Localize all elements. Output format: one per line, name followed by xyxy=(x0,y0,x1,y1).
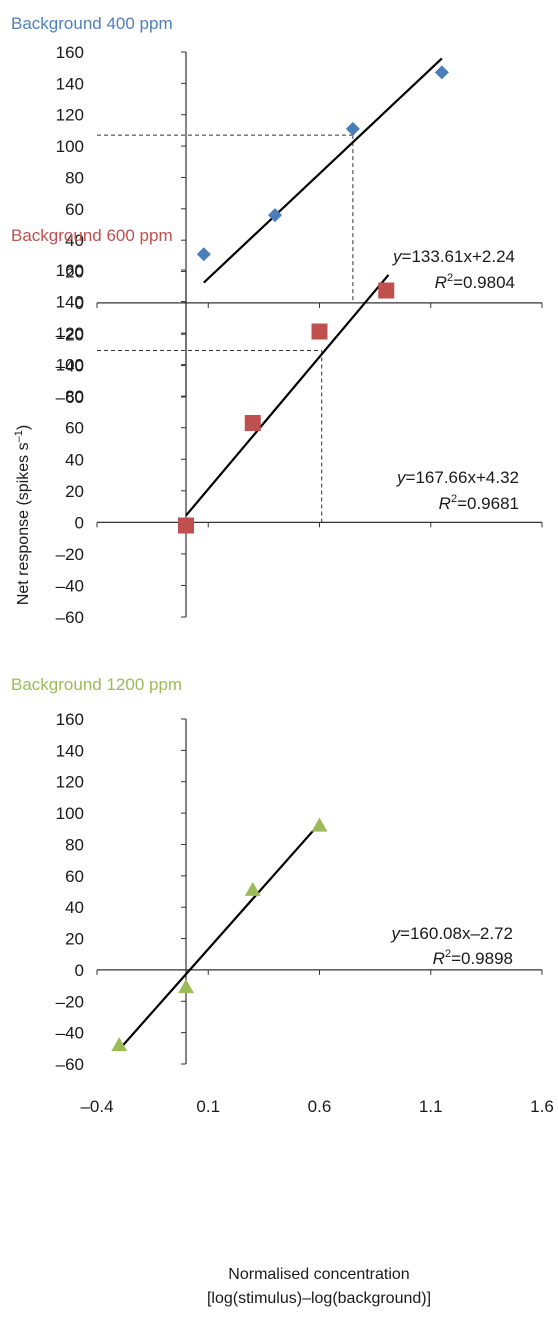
panel-1-data-point-3 xyxy=(345,121,360,136)
panel-2-data-point-2 xyxy=(244,414,261,431)
panel-3-y-tick-label: 120 xyxy=(56,773,84,792)
panel-3-title: Background 1200 ppm xyxy=(11,675,182,694)
panel-2-y-tick-label: 140 xyxy=(56,293,84,312)
panel-1-y-tick-label: 0 xyxy=(75,294,84,313)
panel-2-y-tick-label: 20 xyxy=(65,482,84,501)
panel-2-y-tick-label: 60 xyxy=(65,419,84,438)
panel-3-y-tick-label: 20 xyxy=(65,930,84,949)
panel-3-y-tick-label: 60 xyxy=(65,867,84,886)
panel-3-x-tick-label: 0.1 xyxy=(196,1097,220,1116)
panel-3-y-tick-label: –40 xyxy=(56,1024,84,1043)
panel-1: Background 400 ppm 160 140 120 100 80 60 40 20 0 –… xyxy=(11,14,543,407)
panel-1-y-tick-label: –20 xyxy=(56,325,84,344)
panel-1-y-tick-label: –60 xyxy=(56,388,84,407)
panel-1-y-tick-label: 80 xyxy=(65,168,84,187)
panel-2: Background 600 ppm 160 140 120 100 80 60 40 20 0 –… xyxy=(11,226,543,627)
x-axis-label-line1: Normalised concentration xyxy=(228,1266,409,1283)
panel-2-y-tick-label: 160 xyxy=(56,261,84,280)
panel-1-r-squared: R2=0.9804 xyxy=(435,272,515,292)
panel-2-y-tick-label: 100 xyxy=(56,356,84,375)
panel-3-data-point-3 xyxy=(244,881,261,896)
panel-3-y-tick-label: 0 xyxy=(75,961,84,980)
panel-2-r-squared: R2=0.9681 xyxy=(439,493,519,513)
panel-3-x-tick-label: 1.1 xyxy=(419,1097,443,1116)
panel-2-y-tick-label: 40 xyxy=(65,450,84,469)
panel-1-fit-line xyxy=(203,57,443,284)
panel-2-y-tick-label: 120 xyxy=(56,324,84,343)
panel-3-r-squared: R2=0.9898 xyxy=(433,948,513,968)
panel-3-fit-line xyxy=(118,822,321,1051)
panel-2-y-tick-label: 0 xyxy=(75,513,84,532)
panel-3-y-tick-label: –20 xyxy=(56,992,84,1011)
panel-1-y-tick-label: 160 xyxy=(56,43,84,62)
y-axis-label: Net response (spikes s–1) xyxy=(13,425,32,605)
panel-2-y-tick-label: –20 xyxy=(56,545,84,564)
panel-2-y-tick-label: –40 xyxy=(56,576,84,595)
panel-1-y-tick-label: 140 xyxy=(56,74,84,93)
panel-2-title: Background 600 ppm xyxy=(11,226,173,245)
panel-1-y-tick-label: 100 xyxy=(56,137,84,156)
panel-1-equation: y=133.61​x​+2.24 xyxy=(392,247,515,266)
panel-1-title: Background 400 ppm xyxy=(11,14,173,33)
panel-1-y-tick-label: 60 xyxy=(65,200,84,219)
panel-1-data-point-4 xyxy=(434,65,449,80)
panel-3-y-tick-label: 100 xyxy=(56,804,84,823)
panel-2-data-point-3 xyxy=(311,323,328,340)
panel-1-y-tick-label: 20 xyxy=(65,263,84,282)
panel-1-data-point-2 xyxy=(268,208,282,223)
panel-3-x-tick-label: 1.6 xyxy=(530,1097,554,1116)
panel-3-equation: y=160.08​x​–2.72 xyxy=(391,924,513,943)
x-axis-label-line2: [log(stimulus)–log(background)] xyxy=(207,1290,431,1307)
panel-3-y-tick-label: –60 xyxy=(56,1055,84,1074)
panel-3-x-tick-label: –0.4 xyxy=(80,1097,113,1116)
panel-2-data-point-1 xyxy=(178,517,194,534)
panel-1-y-tick-label: –40 xyxy=(56,357,84,376)
panel-1-y-tick-label: 40 xyxy=(65,231,84,250)
panel-3-y-tick-label: 40 xyxy=(65,898,84,917)
panel-2-fit-line xyxy=(185,274,390,517)
panel-3-y-tick-label: 140 xyxy=(56,741,84,760)
panel-3-data-point-1 xyxy=(111,1037,128,1052)
panel-2-y-tick-label: –60 xyxy=(56,608,84,627)
panel-2-equation: y=167.66​x​+4.32 xyxy=(396,468,519,487)
panel-1-y-tick-label: 120 xyxy=(56,106,84,125)
panel-3-data-point-2 xyxy=(178,979,194,994)
panel-3-data-point-4 xyxy=(311,817,328,832)
panel-3: Background 1200 ppm 160 140 120 100 80 60 40 20 0… xyxy=(11,675,554,1116)
panel-1-data-point-1 xyxy=(196,247,211,262)
panel-2-data-point-4 xyxy=(378,282,395,299)
panel-3-x-tick-label: 0.6 xyxy=(308,1097,332,1116)
panel-3-y-tick-label: 80 xyxy=(65,835,84,854)
panel-3-y-tick-label: 160 xyxy=(56,710,84,729)
panel-2-y-tick-label: 80 xyxy=(65,387,84,406)
